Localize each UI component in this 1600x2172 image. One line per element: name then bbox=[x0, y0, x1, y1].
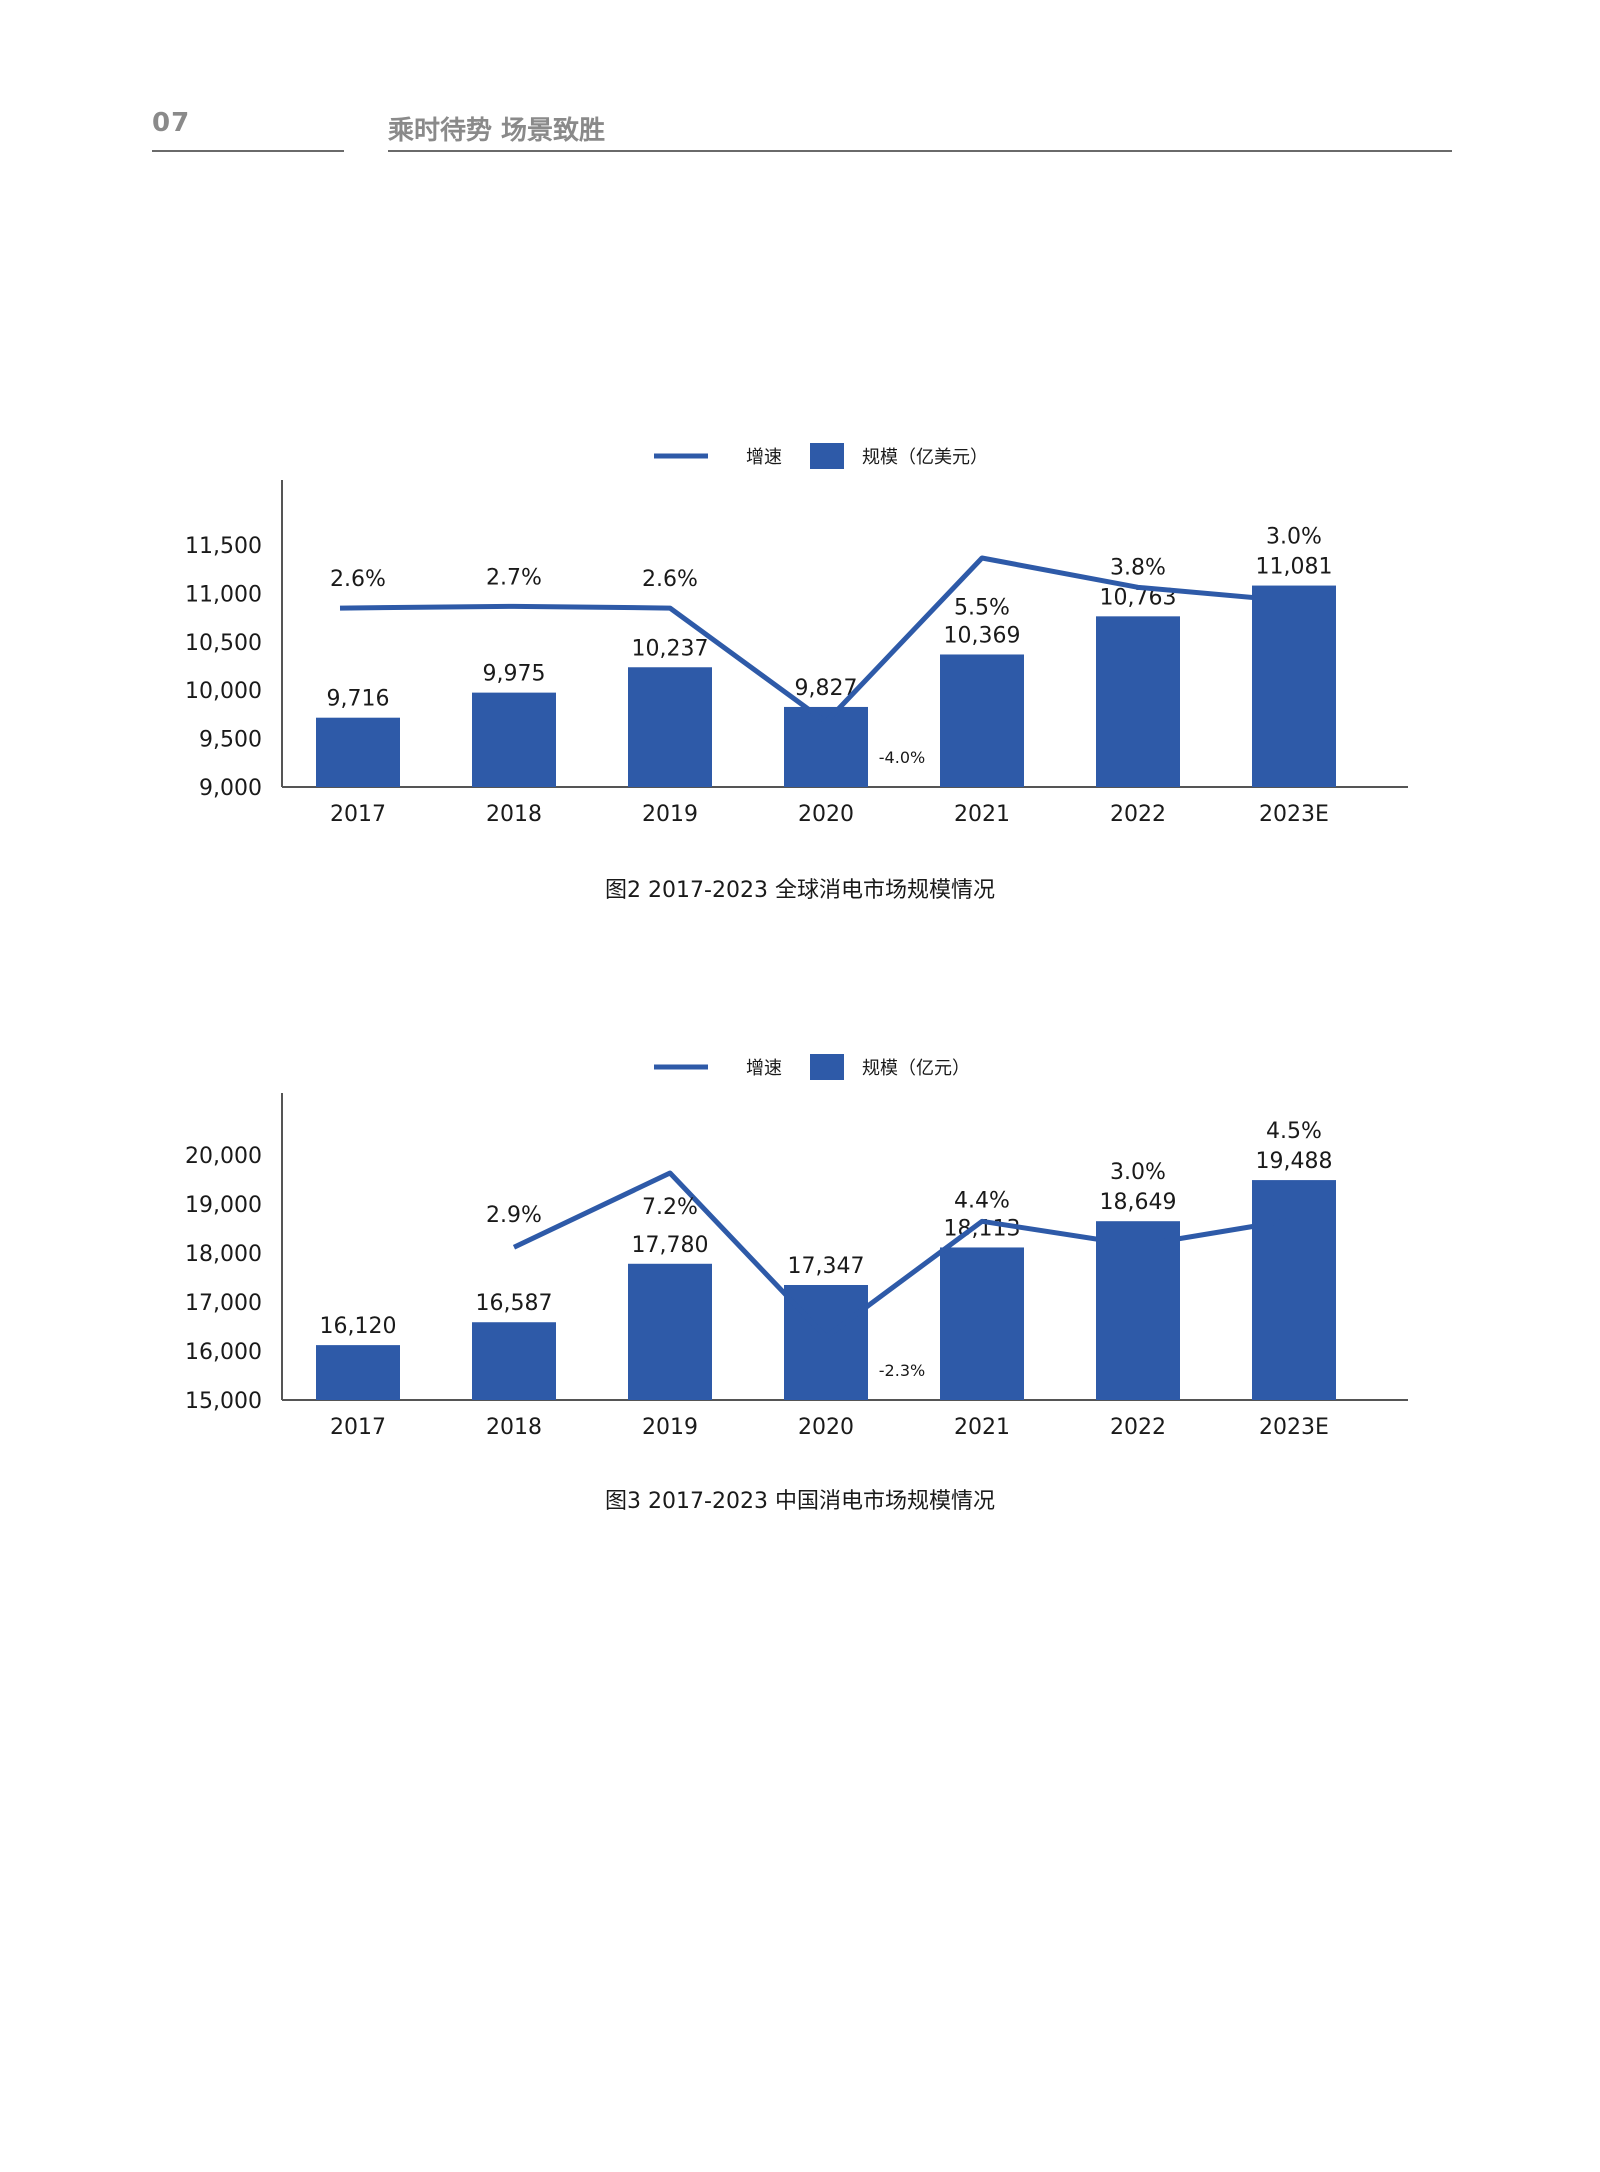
x-tick-label: 2023E bbox=[1259, 802, 1329, 827]
bar bbox=[472, 1322, 556, 1400]
y-tick-label: 16,000 bbox=[185, 1340, 262, 1365]
page-number: 07 bbox=[152, 108, 191, 138]
bar bbox=[1252, 1180, 1336, 1400]
bar-value-label: 16,120 bbox=[320, 1314, 397, 1339]
growth-label: 3.8% bbox=[1110, 555, 1166, 580]
growth-label: -4.0% bbox=[879, 748, 925, 767]
y-tick-label: 11,000 bbox=[185, 582, 262, 607]
bar bbox=[316, 717, 400, 787]
growth-label: 2.6% bbox=[330, 567, 386, 592]
growth-label: 7.2% bbox=[642, 1195, 698, 1220]
growth-label: 3.0% bbox=[1266, 525, 1322, 550]
chart1-caption: 图2 2017-2023 全球消电市场规模情况 bbox=[605, 878, 995, 903]
x-tick-label: 2022 bbox=[1110, 1415, 1166, 1440]
china-market-chart: 增速 规模（亿元） 15,000 16,000 17,000 18,000 19,000 20… bbox=[185, 1054, 1408, 1440]
y-tick-label: 9,500 bbox=[199, 728, 262, 753]
y-tick-label: 20,000 bbox=[185, 1144, 262, 1169]
legend-bar-label: 规模（亿美元） bbox=[862, 447, 988, 468]
bar-value-label: 10,237 bbox=[632, 636, 709, 661]
header-title: 乘时待势 场景致胜 bbox=[388, 116, 606, 146]
growth-line bbox=[339, 555, 1295, 725]
bar-value-label: 9,716 bbox=[327, 687, 390, 712]
x-tick-label: 2021 bbox=[954, 1415, 1010, 1440]
growth-label: 2.7% bbox=[486, 565, 542, 590]
legend-line-label: 增速 bbox=[746, 1058, 782, 1079]
x-tick-label: 2021 bbox=[954, 802, 1010, 827]
bar bbox=[628, 1263, 712, 1400]
y-tick-label: 19,000 bbox=[185, 1193, 262, 1218]
bar bbox=[1252, 585, 1336, 787]
growth-label: 5.5% bbox=[954, 595, 1010, 620]
bar-value-label: 17,780 bbox=[632, 1233, 709, 1258]
bar bbox=[940, 1247, 1024, 1400]
bar-value-label: 18,649 bbox=[1100, 1190, 1177, 1215]
bar bbox=[1096, 616, 1180, 787]
bar bbox=[472, 692, 556, 787]
legend-line-label: 增速 bbox=[746, 447, 782, 468]
y-tick-label: 10,500 bbox=[185, 631, 262, 656]
x-tick-label: 2020 bbox=[798, 1415, 854, 1440]
x-tick-label: 2017 bbox=[330, 1415, 386, 1440]
bar bbox=[784, 1284, 868, 1400]
y-tick-label: 9,000 bbox=[199, 776, 262, 801]
x-tick-label: 2023E bbox=[1259, 1415, 1329, 1440]
legend-bar-swatch bbox=[810, 443, 844, 469]
legend-bar-swatch bbox=[810, 1054, 844, 1080]
bar-value-label: 16,587 bbox=[476, 1291, 553, 1316]
growth-label: 4.4% bbox=[954, 1188, 1010, 1213]
y-tick-label: 17,000 bbox=[185, 1291, 262, 1316]
bar-value-label: 17,347 bbox=[788, 1254, 865, 1279]
y-tick-label: 11,500 bbox=[185, 534, 262, 559]
bar bbox=[316, 1345, 400, 1400]
x-tick-label: 2022 bbox=[1110, 802, 1166, 827]
growth-label: -2.3% bbox=[879, 1361, 925, 1380]
bar-value-label: 11,081 bbox=[1256, 555, 1333, 580]
growth-label: 2.6% bbox=[642, 567, 698, 592]
bar bbox=[628, 667, 712, 787]
x-tick-label: 2017 bbox=[330, 802, 386, 827]
growth-line bbox=[512, 1170, 1295, 1340]
bar-value-label: 10,369 bbox=[944, 623, 1021, 648]
legend-bar-label: 规模（亿元） bbox=[862, 1058, 970, 1079]
bar-value-label: 19,488 bbox=[1256, 1149, 1333, 1174]
header-rule-left bbox=[152, 150, 344, 152]
global-market-chart: 增速 规模（亿美元） 9,000 9,500 10,000 10,500 11,000 11,… bbox=[185, 443, 1408, 827]
bar bbox=[1096, 1221, 1180, 1400]
y-tick-label: 15,000 bbox=[185, 1389, 262, 1414]
x-tick-label: 2018 bbox=[486, 802, 542, 827]
x-tick-label: 2020 bbox=[798, 802, 854, 827]
x-tick-label: 2019 bbox=[642, 802, 698, 827]
chart2-caption: 图3 2017-2023 中国消电市场规模情况 bbox=[605, 1489, 995, 1514]
growth-label: 2.9% bbox=[486, 1203, 542, 1228]
y-tick-label: 10,000 bbox=[185, 679, 262, 704]
growth-label: 3.0% bbox=[1110, 1160, 1166, 1185]
bar bbox=[940, 654, 1024, 787]
y-tick-label: 18,000 bbox=[185, 1242, 262, 1267]
x-tick-label: 2018 bbox=[486, 1415, 542, 1440]
bar-value-label: 9,975 bbox=[483, 662, 546, 687]
growth-label: 4.5% bbox=[1266, 1119, 1322, 1144]
header-rule-right bbox=[388, 150, 1452, 152]
x-tick-label: 2019 bbox=[642, 1415, 698, 1440]
